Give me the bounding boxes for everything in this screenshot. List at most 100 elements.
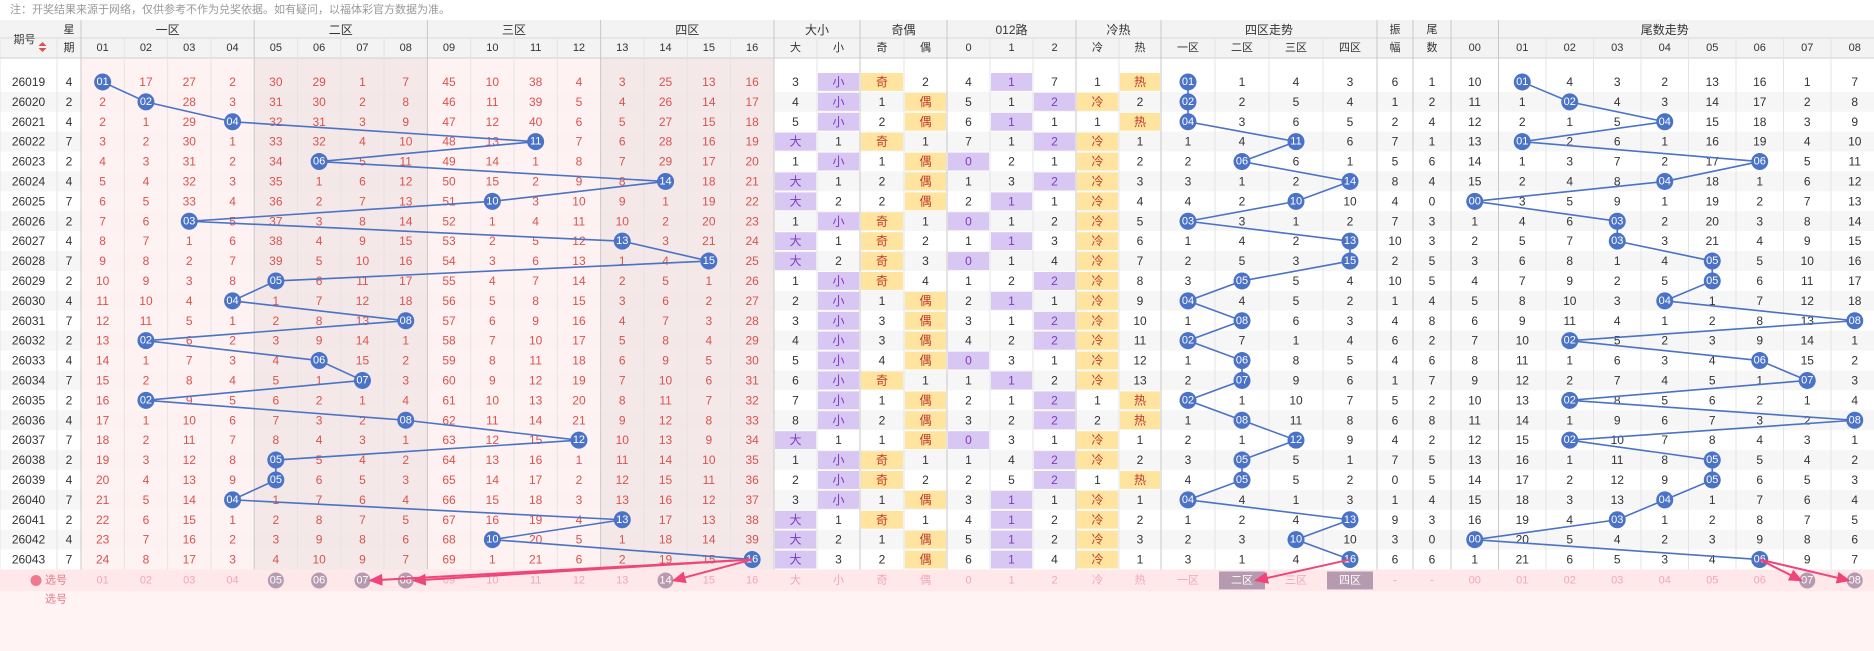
tail-ball [1656, 491, 1674, 509]
cold-cell: 冷 [1091, 174, 1103, 188]
tail-miss: 7 [1709, 413, 1716, 427]
tail-miss: 1 [1661, 314, 1668, 328]
miss-number: 12 [529, 373, 543, 387]
zone-ball [1341, 172, 1359, 190]
tail-miss: 5 [1661, 393, 1668, 407]
zone-ball-label: 02 [1182, 394, 1194, 406]
miss-number: 39 [529, 95, 543, 109]
odd-miss: 1 [879, 533, 886, 547]
tail-ball [1608, 212, 1626, 230]
small-highlight [818, 311, 859, 330]
big-miss: 4 [792, 95, 799, 109]
r012-cell: 2 [1051, 453, 1058, 467]
tail-miss: 7 [1471, 334, 1478, 348]
miss-number: 28 [183, 95, 197, 109]
period-cell: 26035 [12, 393, 46, 407]
amp-cell: 1 [1392, 493, 1399, 507]
number-ball-label: 08 [400, 315, 412, 327]
zone-miss: 11 [1290, 413, 1303, 427]
even-cell: 偶 [919, 393, 931, 407]
week-cell: 4 [66, 354, 73, 368]
zone-miss: 4 [1239, 234, 1246, 248]
r012-miss: 1 [1008, 135, 1015, 149]
select-r012: 0 [965, 574, 971, 586]
even-highlight [905, 291, 946, 310]
tail-miss: 5 [1709, 373, 1716, 387]
small-cell: 小 [832, 155, 844, 169]
group-header-top: 振 [1390, 22, 1401, 36]
small-cell: 小 [832, 115, 844, 129]
small-highlight [818, 411, 859, 430]
tail-ball [1846, 411, 1864, 429]
week-cell: 2 [66, 393, 73, 407]
number-ball-label: 08 [400, 414, 412, 426]
zone-ball-label: 02 [1182, 335, 1194, 347]
small-highlight [818, 371, 859, 390]
tail-miss: 7 [1804, 194, 1811, 208]
miss-number: 17 [659, 513, 673, 527]
even-miss: 2 [922, 473, 929, 487]
tail-miss: 7 [1851, 553, 1858, 567]
zone-ball [1179, 391, 1197, 409]
select-num: 08 [400, 574, 412, 586]
zone-ball-label: 07 [1236, 374, 1248, 386]
amp-cell: 7 [1392, 135, 1399, 149]
select-ball [311, 572, 328, 589]
miss-number: 47 [442, 115, 456, 129]
period-cell: 26027 [12, 234, 46, 248]
cold-cell: 冷 [1091, 274, 1103, 288]
miss-number: 10 [486, 75, 500, 89]
tail-miss: 2 [1804, 413, 1811, 427]
week-cell: 7 [66, 314, 73, 328]
zone-ball-label: 04 [1182, 295, 1194, 307]
miss-number: 8 [273, 433, 280, 447]
miss-number: 7 [532, 274, 539, 288]
hot-cell: 热 [1134, 413, 1146, 427]
tail-miss: 3 [1471, 254, 1478, 268]
select-zone-box [1219, 571, 1265, 590]
big-miss: 3 [792, 314, 799, 328]
tail-miss: 6 [1851, 533, 1858, 547]
tail-miss: 4 [1566, 513, 1573, 527]
small-miss: 1 [835, 135, 842, 149]
sub-header: 03 [183, 42, 195, 54]
odd-miss: 2 [879, 115, 886, 129]
miss-number: 14 [486, 473, 500, 487]
period-cell: 26040 [12, 493, 46, 507]
tail-miss: 14 [1848, 214, 1862, 228]
sub-header: 06 [313, 42, 325, 54]
tail-ball-label: 04 [1659, 175, 1671, 187]
miss-number: 12 [183, 453, 197, 467]
tail-ball [1703, 471, 1721, 489]
miss-number: 35 [269, 174, 283, 188]
tail-miss: 10 [1563, 294, 1577, 308]
zone-miss: 3 [1185, 453, 1192, 467]
select-tail-num: 08 [1849, 574, 1861, 586]
period-cell: 26030 [12, 294, 46, 308]
miss-number: 34 [269, 155, 283, 169]
period-cell: 26038 [12, 453, 46, 467]
sub-header: 小 [833, 41, 844, 54]
zone-miss: 4 [1239, 294, 1246, 308]
number-ball [267, 471, 285, 489]
tail-miss: 2 [1804, 95, 1811, 109]
odd-highlight [861, 252, 903, 270]
week-cell: 2 [66, 453, 73, 467]
miss-number: 7 [359, 513, 366, 527]
tail-miss: 1 [1519, 95, 1526, 109]
tail-miss: 14 [1468, 473, 1482, 487]
tail-ball-label: 04 [1659, 494, 1671, 506]
miss-number: 35 [745, 453, 759, 467]
cold-cell: 冷 [1091, 135, 1103, 149]
zone-ball [1179, 93, 1197, 111]
tail-miss: 3 [1661, 234, 1668, 248]
tail-ball-label: 03 [1611, 514, 1623, 526]
select-num: 12 [573, 574, 585, 586]
number-ball-label: 02 [140, 335, 152, 347]
select-r012: 1 [1008, 574, 1014, 586]
tail-miss: 2 [1566, 473, 1573, 487]
r012-highlight [1034, 451, 1075, 469]
miss-number: 5 [359, 473, 366, 487]
tail-miss: 11 [1611, 453, 1624, 467]
tail-miss: 4 [1851, 393, 1858, 407]
